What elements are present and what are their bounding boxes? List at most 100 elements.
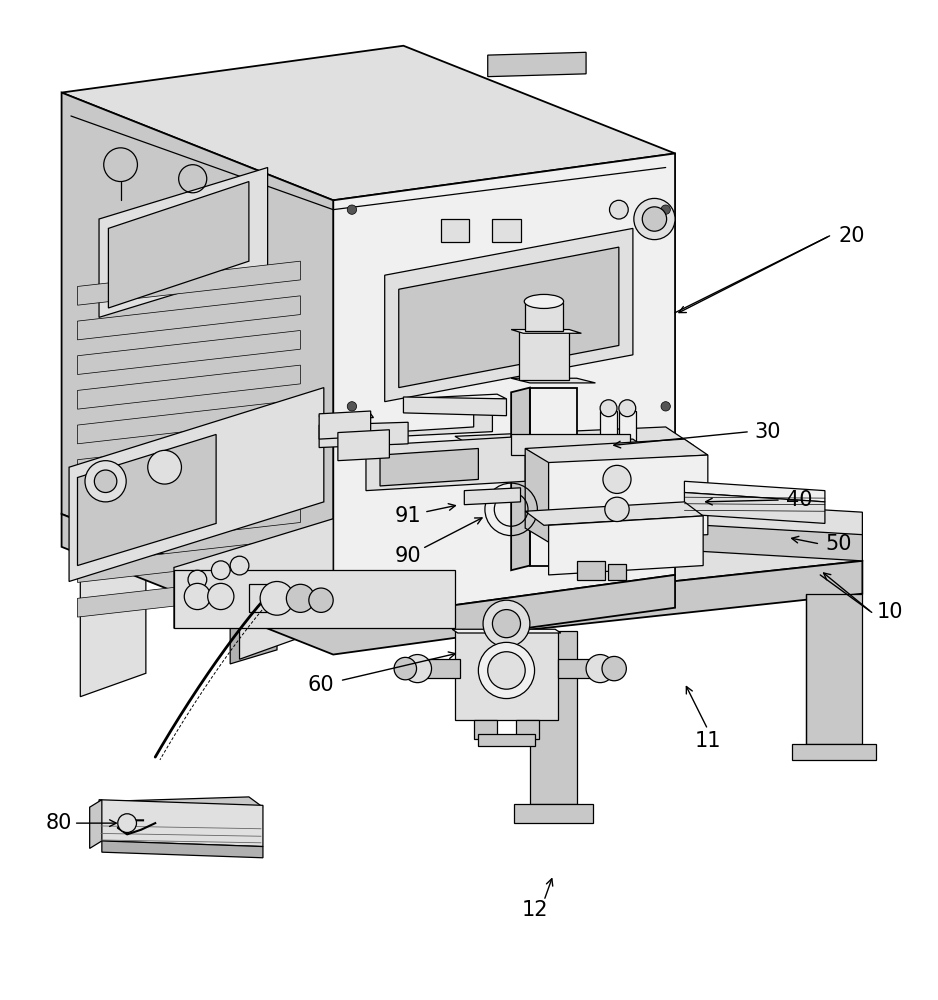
Polygon shape: [399, 406, 492, 436]
Polygon shape: [249, 584, 277, 612]
Polygon shape: [78, 400, 300, 444]
Text: 60: 60: [308, 675, 334, 695]
Polygon shape: [78, 469, 300, 513]
Polygon shape: [464, 488, 521, 505]
Circle shape: [492, 610, 521, 638]
Polygon shape: [102, 841, 263, 858]
Polygon shape: [78, 538, 300, 582]
Circle shape: [600, 400, 617, 417]
Text: 20: 20: [839, 226, 866, 246]
Circle shape: [188, 570, 206, 589]
Polygon shape: [90, 800, 102, 848]
Circle shape: [207, 583, 234, 610]
Polygon shape: [78, 296, 300, 340]
Polygon shape: [685, 481, 825, 502]
Polygon shape: [338, 430, 389, 461]
Circle shape: [260, 581, 294, 615]
Text: SHine: SHine: [455, 398, 492, 408]
Circle shape: [85, 461, 127, 502]
Polygon shape: [230, 477, 277, 664]
Text: 91: 91: [395, 506, 421, 526]
Circle shape: [488, 652, 525, 689]
Circle shape: [661, 205, 671, 214]
Polygon shape: [657, 500, 862, 536]
Ellipse shape: [81, 512, 146, 535]
Polygon shape: [319, 414, 373, 420]
Circle shape: [586, 655, 614, 683]
Circle shape: [610, 200, 628, 219]
Circle shape: [634, 198, 675, 240]
Polygon shape: [230, 458, 516, 631]
Circle shape: [661, 402, 671, 411]
Polygon shape: [380, 448, 478, 486]
Circle shape: [602, 656, 627, 681]
Polygon shape: [385, 228, 633, 402]
Polygon shape: [78, 434, 216, 566]
Polygon shape: [81, 523, 146, 697]
Polygon shape: [608, 564, 627, 580]
Polygon shape: [530, 388, 577, 566]
Polygon shape: [619, 411, 636, 566]
Polygon shape: [549, 516, 704, 575]
Polygon shape: [478, 734, 535, 746]
Text: 12: 12: [522, 900, 548, 920]
Circle shape: [394, 657, 416, 680]
Polygon shape: [516, 561, 862, 631]
Polygon shape: [452, 629, 561, 633]
Polygon shape: [511, 439, 643, 446]
Polygon shape: [516, 720, 539, 739]
Ellipse shape: [239, 474, 305, 498]
Text: 80: 80: [46, 813, 72, 833]
Polygon shape: [319, 422, 408, 448]
Polygon shape: [174, 519, 333, 628]
Polygon shape: [78, 261, 300, 305]
Polygon shape: [417, 659, 460, 678]
Polygon shape: [525, 303, 563, 331]
Polygon shape: [78, 330, 300, 374]
Polygon shape: [488, 52, 586, 77]
Polygon shape: [69, 388, 324, 581]
Polygon shape: [399, 247, 619, 388]
Text: 90: 90: [395, 546, 421, 566]
Circle shape: [286, 584, 314, 612]
Polygon shape: [78, 434, 300, 478]
Polygon shape: [78, 504, 300, 548]
Circle shape: [309, 588, 333, 612]
Polygon shape: [230, 420, 862, 598]
Polygon shape: [62, 93, 333, 622]
Circle shape: [184, 583, 210, 610]
Polygon shape: [525, 439, 708, 464]
Polygon shape: [577, 561, 605, 580]
Polygon shape: [525, 502, 704, 525]
Circle shape: [643, 207, 667, 231]
Polygon shape: [600, 411, 617, 566]
Polygon shape: [403, 397, 507, 416]
Circle shape: [483, 600, 530, 647]
Circle shape: [603, 465, 631, 493]
Polygon shape: [511, 378, 596, 383]
Polygon shape: [492, 219, 521, 242]
Polygon shape: [792, 744, 876, 760]
Polygon shape: [511, 388, 530, 570]
Polygon shape: [403, 394, 507, 404]
Polygon shape: [525, 448, 549, 542]
Polygon shape: [455, 427, 694, 455]
Circle shape: [605, 497, 629, 522]
Circle shape: [211, 561, 230, 580]
Polygon shape: [511, 330, 582, 333]
Text: 11: 11: [694, 731, 721, 751]
Polygon shape: [99, 168, 267, 317]
Circle shape: [347, 205, 356, 214]
Polygon shape: [474, 720, 497, 739]
Polygon shape: [333, 153, 675, 622]
Circle shape: [403, 655, 431, 683]
Polygon shape: [806, 594, 862, 744]
Polygon shape: [366, 439, 535, 458]
Polygon shape: [366, 436, 525, 491]
Polygon shape: [319, 411, 371, 439]
Polygon shape: [441, 219, 469, 242]
Text: 30: 30: [755, 422, 781, 442]
Polygon shape: [455, 631, 558, 720]
Polygon shape: [511, 434, 630, 455]
Polygon shape: [549, 455, 708, 542]
